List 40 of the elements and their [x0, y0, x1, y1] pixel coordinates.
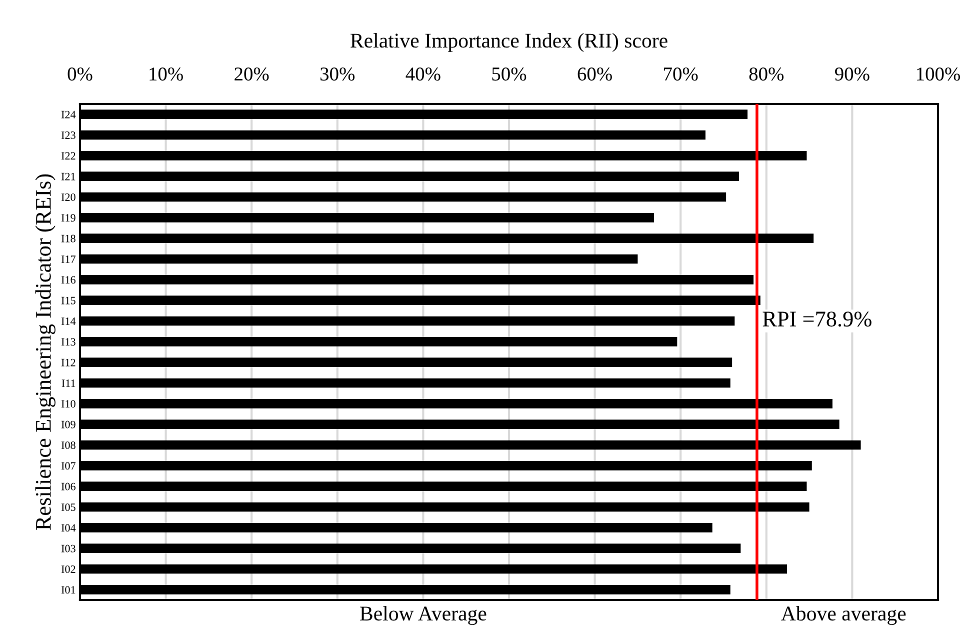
ref-line-label: RPI =78.9%	[762, 312, 872, 327]
x-tick-label: 20%	[234, 67, 269, 81]
x-tick-label: 70%	[664, 67, 698, 81]
x-tick-label: 40%	[406, 67, 440, 81]
y-tick-label: I20	[61, 193, 76, 201]
y-tick-label: I01	[61, 586, 76, 594]
y-tick-label: I19	[61, 214, 76, 222]
y-tick-label: I16	[61, 276, 76, 284]
y-tick-label: I08	[61, 441, 76, 449]
y-tick-label: I05	[61, 503, 76, 511]
x-tick-label: 50%	[492, 67, 526, 81]
y-tick-label: I23	[61, 131, 76, 139]
y-axis-title: Resilience Engineering Indicator (REIs)	[35, 174, 56, 530]
y-tick-label: I24	[61, 110, 76, 118]
text: Above average	[781, 606, 906, 625]
y-tick-label: I14	[61, 318, 76, 325]
y-tick-label: I04	[61, 524, 76, 532]
y-tick-label: I06	[61, 482, 76, 490]
y-tick-label: I18	[61, 234, 76, 242]
x-tick-label: 90%	[835, 67, 870, 81]
x-tick-label: 100%	[917, 67, 960, 81]
y-tick-label: I09	[61, 420, 76, 428]
y-tick-label: I11	[62, 380, 76, 387]
x-tick-label: 80%	[749, 67, 784, 81]
y-tick-label: I13	[61, 338, 76, 346]
y-tick-label: I15	[61, 296, 76, 304]
y-tick-label: I10	[61, 400, 76, 408]
x-axis-title: Relative Importance Index (RII) score	[350, 33, 668, 52]
x-tick-label: 60%	[578, 67, 612, 81]
y-tick-label: I12	[61, 358, 76, 366]
y-tick-label: I02	[61, 565, 76, 573]
x-tick-label: 10%	[150, 67, 183, 81]
y-tick-label: I22	[61, 152, 76, 160]
text: Below Average	[360, 606, 486, 625]
y-tick-label: I17	[61, 256, 76, 263]
y-tick-label: I21	[61, 172, 76, 180]
x-tick-label: 30%	[320, 67, 355, 81]
y-tick-label: I07	[61, 462, 76, 470]
x-tick-label: 0%	[68, 67, 92, 81]
y-tick-label: I03	[61, 544, 76, 552]
